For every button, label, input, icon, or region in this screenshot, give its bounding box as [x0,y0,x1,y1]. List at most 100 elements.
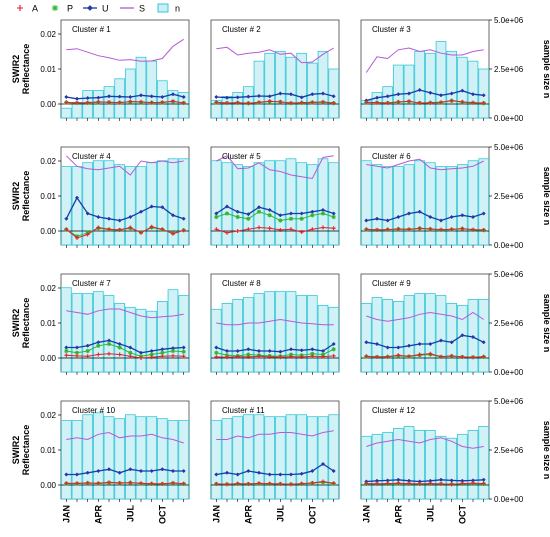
bar-n-10 [306,164,318,246]
series-line-s [216,46,334,64]
point-p-9 [149,352,154,357]
bar-n-12 [328,414,340,500]
y-right-tick-label: 0.0e+00 [494,368,524,377]
series-u [364,333,486,350]
point-u-6 [117,470,122,475]
point-u-4 [396,92,401,97]
bar-n-6 [264,291,276,373]
point-u-11 [320,461,326,467]
legend-entry-u: U [83,4,109,14]
point-a-5 [257,481,261,486]
series-p [214,209,336,223]
legend-marker-u [87,5,93,11]
bar-n-12 [478,426,490,500]
panel-cluster-3: Cluster # 3 0.0e+00 2.5e+06 5.0e+06 sample s… [360,16,550,123]
point-a-11 [471,100,475,105]
point-u-5 [106,94,112,99]
point-a-6 [267,99,272,104]
point-a-11 [171,231,175,236]
bar-n-9 [446,166,458,246]
point-u-1 [64,94,69,100]
y-right-tick-label: 0.0e+00 [494,241,524,250]
bar-n-8 [435,166,447,246]
bar-n-3 [82,293,93,373]
point-u-12 [181,94,186,100]
point-a-8 [289,227,293,232]
point-u-3 [385,345,390,350]
point-a-1 [214,481,219,486]
series-line-s [65,155,184,176]
panel-cluster-2: Cluster # 2 [210,19,340,121]
point-a-1 [214,227,219,232]
series-s [366,311,484,322]
point-a-5 [407,481,411,486]
bar-n-12 [178,295,190,373]
point-p-1 [64,348,69,354]
point-u-11 [470,334,476,340]
y-right-tick-label: 5.0e+06 [494,16,524,25]
point-a-4 [246,101,251,106]
bar-n-11 [317,50,329,119]
point-u-5 [256,93,262,99]
bars-n [61,287,190,373]
point-u-6 [417,341,422,347]
bar-n-7 [424,162,436,246]
y-left-axis-label: SWIR2Reflectance [11,298,31,349]
bar-n-8 [285,158,297,246]
point-a-8 [439,354,443,359]
point-u-7 [278,472,283,477]
point-u-6 [267,207,272,213]
point-u-7 [428,90,433,95]
y-left-tick-label: 0.00 [40,354,56,363]
panel-title: Cluster # 5 [222,152,261,161]
point-u-7 [128,345,133,350]
legend-entry-n: n [157,3,180,14]
bar-n-10 [306,62,318,119]
point-a-3 [85,100,90,105]
point-a-3 [85,480,90,485]
point-a-12 [181,100,186,105]
legend-marker-p [51,4,59,12]
bar-n-7 [274,291,286,373]
point-a-10 [310,100,315,105]
series-u [214,204,336,218]
point-a-12 [481,354,486,359]
point-u-1 [64,472,69,477]
series-s [66,431,184,444]
y-right-tick-label: 5.0e+06 [494,397,524,406]
point-a-2 [75,353,79,358]
point-a-12 [181,228,186,233]
point-u-4 [96,468,101,474]
series-a [214,225,336,235]
point-a-4 [96,481,101,486]
x-tick-label: JUL [425,505,435,523]
bar-n-6 [414,160,426,246]
bar-n-5 [253,414,265,500]
series-a [214,479,336,487]
point-u-1 [214,94,219,100]
point-u-12 [181,345,186,350]
series-line-s [216,318,334,326]
point-u-5 [106,467,112,472]
series-line-s [66,431,184,444]
bar-n-7 [424,52,436,119]
bar-n-8 [135,56,147,119]
bar-n-1 [360,302,372,373]
point-a-3 [385,100,390,105]
point-u-8 [288,347,294,352]
point-a-2 [225,482,229,487]
point-a-12 [181,481,186,486]
point-u-10 [310,92,315,97]
bar-n-5 [103,295,115,373]
point-a-10 [160,227,165,232]
panel-cluster-9: Cluster # 9 0.0e+00 2.5e+06 5.0e+06 sample s… [360,270,550,377]
point-a-8 [439,481,443,486]
bar-n-9 [446,302,458,373]
point-a-5 [107,351,111,356]
bar-n-7 [125,414,136,500]
series-line-s [216,155,334,180]
panel-cluster-10: Cluster # 10 0.00 0.01 0.02 SWIR2Reflectance… [11,400,190,524]
point-p-4 [246,216,251,221]
